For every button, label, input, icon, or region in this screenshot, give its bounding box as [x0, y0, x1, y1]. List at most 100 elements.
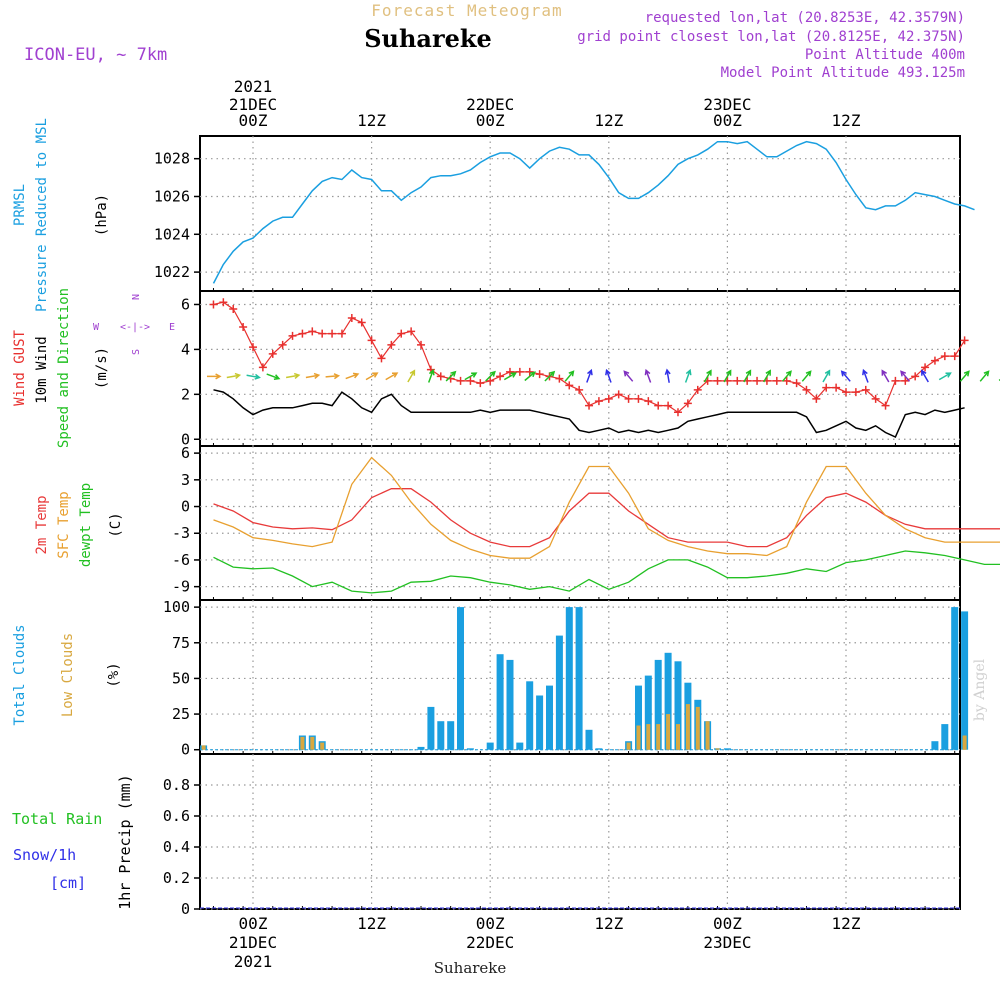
low-cloud-bar: [626, 742, 631, 750]
total-cloud-bar: [496, 654, 504, 750]
total-cloud-bar: [951, 607, 959, 750]
wind-arrow: [544, 370, 556, 382]
gust-marker: [713, 376, 722, 385]
wind-unit-label: (m/s): [94, 347, 110, 389]
ytick-label: 0.8: [163, 776, 190, 794]
gust-marker: [209, 300, 218, 309]
wind-arrow: [822, 369, 831, 383]
total-cloud-bar: [506, 659, 514, 750]
gust-marker: [940, 352, 949, 361]
low-cloud-bar: [656, 724, 661, 750]
gust-marker: [891, 376, 900, 385]
gust-marker: [525, 367, 534, 376]
gust-marker: [328, 329, 337, 338]
total-cloud-bar: [931, 741, 939, 750]
ytick-label: 50: [172, 669, 190, 687]
gust-marker: [950, 352, 959, 361]
gust-marker: [486, 376, 495, 385]
time-label: 00Z: [239, 914, 268, 933]
precip-labels: Total Rain Snow/1h [cm] 1hr Precip (mm): [12, 774, 134, 909]
dewpt-line: [213, 550, 1000, 594]
ytick-label: 75: [172, 634, 190, 652]
gust-marker: [851, 388, 860, 397]
gust-marker: [634, 394, 643, 403]
gust-marker: [239, 322, 248, 331]
ytick-label: 3: [181, 471, 190, 489]
wind-arrow: [644, 368, 652, 383]
low-cloud-bar: [636, 725, 641, 750]
gust-marker: [594, 397, 603, 406]
top-year-label: 2021: [234, 77, 273, 96]
gust-marker: [337, 329, 346, 338]
wind-arrow: [325, 373, 341, 380]
wind-arrow: [407, 369, 416, 383]
wind-arrow: [365, 372, 379, 381]
wind-arrow: [921, 369, 929, 383]
total-cloud-bar: [674, 661, 682, 750]
wind-arrow: [801, 370, 812, 382]
gust-marker: [842, 388, 850, 397]
wind-arrow: [345, 372, 360, 380]
gust-marker: [456, 376, 465, 385]
total-cloud-bar: [941, 724, 949, 750]
gust-marker: [535, 370, 544, 379]
gust-marker: [693, 385, 702, 394]
wind-plot: [207, 298, 1000, 438]
wind-arrow: [881, 369, 890, 383]
ytick-label: 0: [181, 430, 190, 448]
date-label: 21DEC: [229, 933, 277, 952]
low-cloud-bar: [962, 735, 967, 750]
temp2m-label: 2m Temp: [34, 495, 50, 554]
total-cloud-bar: [417, 746, 425, 750]
sfc-temp-label: SFC Temp: [56, 491, 72, 558]
gust-marker: [930, 356, 939, 365]
wind-arrow: [684, 368, 692, 383]
wind-arrow: [427, 368, 435, 383]
low-cloud-bar: [666, 714, 671, 750]
gust-marker: [417, 340, 426, 349]
wind-arrow: [938, 372, 952, 381]
watermark: by Angel: [972, 658, 988, 721]
gust-marker: [377, 354, 386, 363]
gust-marker: [683, 399, 692, 408]
date-label: 22DEC: [466, 95, 514, 114]
model-altitude: Model Point Altitude 493.125m: [721, 65, 965, 81]
gust-marker: [268, 349, 277, 358]
gust-marker: [911, 372, 920, 381]
ytick-label: -9: [172, 578, 190, 596]
cloud-plot: [200, 607, 969, 751]
gust-line: [213, 301, 966, 414]
total-clouds-label: Total Clouds: [12, 624, 28, 725]
ytick-label: 6: [181, 295, 190, 313]
total-cloud-bar: [516, 742, 524, 750]
gust-marker: [782, 376, 791, 385]
ytick-label: 0.6: [163, 807, 190, 825]
time-label: 12Z: [832, 111, 861, 130]
gust-marker: [792, 379, 801, 388]
pressure-plot: [212, 140, 975, 284]
gust-marker: [881, 401, 890, 410]
ytick-label: 6: [181, 444, 190, 462]
low-cloud-bar: [695, 706, 700, 750]
ytick-label: 4: [181, 340, 190, 358]
gust-marker: [812, 394, 821, 403]
gust-marker: [772, 376, 781, 385]
forecast-title: Forecast Meteogram: [371, 1, 562, 20]
wind-arrow: [763, 369, 771, 383]
time-label: 12Z: [357, 914, 386, 933]
wind-arrow: [305, 372, 321, 379]
wind-arrow: [246, 373, 261, 380]
gust-marker: [407, 327, 416, 336]
date-label: 21DEC: [229, 95, 277, 114]
date-label: 23DEC: [703, 95, 751, 114]
gust-marker: [219, 298, 228, 307]
gust-marker: [496, 372, 505, 381]
total-cloud-bar: [536, 695, 544, 750]
temp-labels: 2m Temp SFC Temp dewpt Temp (C): [34, 483, 124, 567]
total-cloud-bar: [664, 652, 672, 750]
ytick-label: 0: [181, 741, 190, 759]
time-label: 12Z: [594, 914, 623, 933]
wind-arrow: [840, 370, 851, 382]
